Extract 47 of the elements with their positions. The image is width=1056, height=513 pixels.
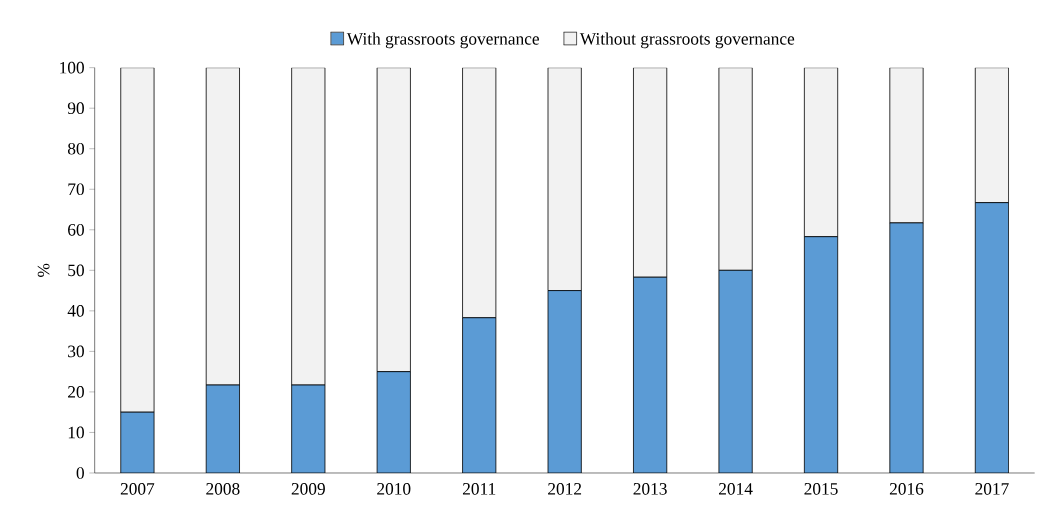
y-tick-label: 80 (67, 142, 84, 155)
legend-label: With grassroots governance (346, 32, 539, 49)
bar (803, 67, 839, 238)
y-tick-label: 40 (67, 305, 84, 317)
bar (205, 384, 240, 473)
bar (889, 67, 924, 224)
bar (889, 222, 924, 473)
x-tick-label: 2016 (889, 483, 924, 495)
bar (120, 67, 155, 413)
x-tick-label: 2009 (291, 483, 325, 495)
bar (376, 67, 411, 373)
x-tick-label: 2008 (206, 483, 240, 495)
bar (633, 276, 668, 473)
y-tick-label: 100 (60, 61, 84, 74)
bar (633, 67, 668, 278)
y-tick-label: 50 (68, 264, 84, 277)
y-tick-label: 10 (68, 426, 84, 439)
y-tick-label: 90 (67, 102, 84, 115)
x-tick-label: 2012 (548, 483, 582, 495)
y-tick-label: 0 (76, 467, 84, 479)
bar (547, 290, 582, 473)
x-tick-label: 2011 (462, 483, 496, 495)
y-tick-label: 70 (68, 183, 84, 196)
y-tick-label: 30 (68, 345, 84, 358)
bar (205, 67, 240, 386)
x-tick-label: 2010 (377, 483, 411, 495)
bar (547, 67, 582, 291)
y-axis-title: % (37, 263, 50, 277)
bar (291, 384, 326, 473)
bar (462, 67, 497, 319)
x-tick-label: 2007 (120, 483, 155, 495)
bar (291, 67, 326, 386)
bar (974, 67, 1010, 204)
x-tick-label: 2014 (719, 483, 753, 495)
y-tick-label: 60 (68, 223, 84, 236)
bar (718, 67, 753, 271)
bar (803, 236, 839, 473)
bar (718, 269, 753, 473)
x-tick-label: 2013 (633, 483, 667, 495)
x-tick-label: 2017 (975, 483, 1009, 495)
bar (376, 371, 411, 473)
x-tick-label: 2015 (804, 483, 838, 495)
y-tick-label: 20 (68, 386, 84, 398)
bar (462, 317, 497, 473)
bar (120, 411, 155, 473)
bar (974, 202, 1010, 473)
legend-label: Without grassroots governance (579, 32, 795, 49)
